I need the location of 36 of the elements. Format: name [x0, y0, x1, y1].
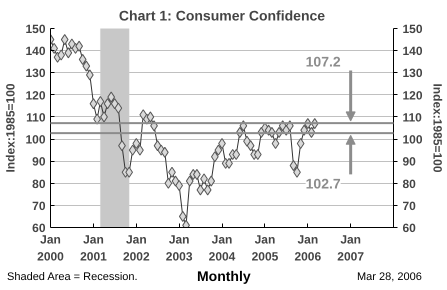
x-tick-label: Jan 2000	[37, 232, 64, 264]
x-tick-label: Jan 2004	[208, 232, 236, 264]
y2-tick-label: 130	[402, 66, 423, 80]
y-tick-label: 110	[26, 110, 46, 124]
y2-tick-label: 80	[402, 176, 416, 191]
x-tick-label: Jan 2006	[294, 232, 322, 264]
text: Mar 28, 2006	[357, 271, 422, 283]
y2-tick-label: 110	[402, 110, 422, 124]
x-tick-label: Jan 2007	[337, 232, 364, 264]
text: Shaded Area = Recession.	[7, 271, 138, 283]
x-tick-label: Jan 2001	[80, 232, 108, 264]
y-tick-label: 70	[32, 198, 46, 213]
chart-title: Chart 1: Consumer Confidence	[118, 8, 326, 24]
y2-tick-label: 90	[402, 154, 416, 169]
y-tick-label: 150	[25, 22, 46, 36]
ref-line-label: 102.7	[306, 175, 341, 192]
y-tick-label: 60	[32, 221, 46, 235]
ref-line-label: 107.2	[306, 54, 341, 70]
y-tick-label: 120	[25, 88, 46, 102]
x-tick-label: Jan 2002	[122, 232, 150, 264]
y2-tick-label: 70	[402, 198, 416, 213]
y2-tick-label: 140	[402, 44, 423, 58]
y-tick-label: 130	[25, 66, 46, 80]
y2-tick-label: 150	[402, 22, 423, 36]
y-tick-label: 90	[32, 154, 46, 169]
y-tick-label: 80	[32, 176, 46, 191]
y-tick-label: 140	[25, 44, 46, 58]
y-axis-title: Index:1985=100	[3, 83, 18, 173]
x-axis-title: Monthly	[197, 268, 251, 284]
y-tick-label: 100	[25, 132, 46, 147]
x-tick-label: Jan 2003	[166, 232, 193, 264]
y2-tick-label: 120	[402, 88, 423, 102]
y2-axis-title: Index:1985=100	[430, 83, 445, 173]
y2-tick-label: 60	[402, 221, 416, 235]
x-tick-label: Jan 2005	[252, 232, 279, 264]
y2-tick-label: 100	[402, 132, 423, 147]
